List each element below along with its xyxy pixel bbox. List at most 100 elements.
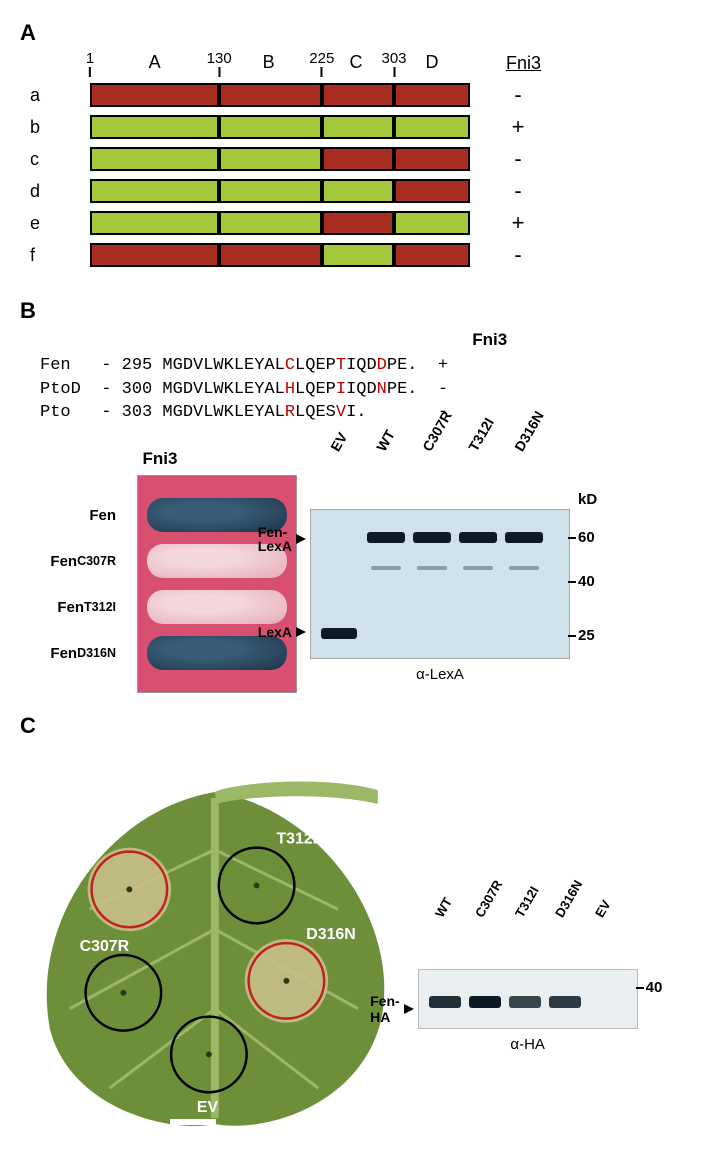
panel-b: B Fni3Fen - 295 MGDVLWKLEYALCLQEPTIQDDPE… [20,298,696,693]
infiltration-point [126,887,132,893]
kd-marker: 40 [646,979,663,996]
kd-marker: 25 [578,627,595,644]
panel-c-wrap: C FenT312IC307RD316NEV Fen-HA WTC307RT31… [20,713,696,1139]
tick-303: 303 [381,50,406,77]
panel-c: FenT312IC307RD316NEV Fen-HA WTC307RT312I… [20,779,696,1139]
segment [90,83,219,107]
row-label: c [20,149,60,170]
band-faint [463,566,493,570]
spot-label: T312I [276,831,317,848]
fni3-value: + [490,210,546,236]
western-blot-2: WTC307RT312ID316NEV [418,969,638,1029]
segment [322,211,394,235]
blot-arrow-label: Fen- LexA [258,525,306,553]
band-faint [371,566,401,570]
infiltration-point [254,883,260,889]
bar-row-e: e+ [20,210,696,236]
band [549,996,581,1008]
fni3-value: - [490,82,546,108]
western-blot-2-area: Fen-HA WTC307RT312ID316NEV 40 α-HA [418,919,696,1053]
lane-label: EV [592,898,614,921]
infiltration-point [206,1052,212,1058]
streak-label: FenD316N [20,630,116,676]
fni3-value: - [490,242,546,268]
kd-tick [568,581,576,583]
yeast-streak [147,590,287,624]
lane-label: D316N [552,878,585,921]
segment [219,179,322,203]
alignment-row-Pto: Pto - 303 MGDVLWKLEYALRLQESVI. - [40,401,696,425]
kd-marker: 60 [578,529,595,546]
bar [90,211,470,235]
panel-a-header: 1130225303ABCD Fni3 [90,50,696,76]
domain-label-B: B [263,52,275,73]
tick-1: 1 [86,50,94,77]
segment [322,83,394,107]
domain-ruler: 1130225303ABCD [90,50,470,76]
leaf-svg: FenT312IC307RD316NEV [20,779,408,1139]
kd-marker: 40 [578,573,595,590]
row-label: b [20,117,60,138]
panel-b-label: B [20,298,696,324]
segment [90,211,219,235]
panel-b-lower: Fni3 FenFenC307RFenT312IFenD316N Fen- Le… [20,449,696,693]
alignment-row-PtoD: PtoD - 300 MGDVLWKLEYALHLQEPIIQDNPE. - [40,378,696,402]
panel-a-label: A [20,20,696,46]
domain-label-D: D [426,52,439,73]
row-label: f [20,245,60,266]
segment [90,179,219,203]
segment [394,211,470,235]
alignment-row-Fen: Fen - 295 MGDVLWKLEYALCLQEPTIQDDPE. + [40,354,696,378]
wb2-antibody: α-HA [418,1036,638,1053]
domain-label-A: A [149,52,161,73]
plate-row-labels: FenFenC307RFenT312IFenD316N [20,492,130,676]
tick-130: 130 [207,50,232,77]
row-label: d [20,181,60,202]
row-label: a [20,85,60,106]
yeast-streak [147,636,287,670]
spot-label: Fen [78,835,106,852]
lane-label: WT [432,895,455,920]
bar [90,83,470,107]
band [367,532,405,543]
segment [394,83,470,107]
streak-label: FenC307R [20,538,116,584]
band-faint [509,566,539,570]
segment [90,147,219,171]
kd-marker: kD [578,491,597,508]
sequence-alignment: Fni3Fen - 295 MGDVLWKLEYALCLQEPTIQDDPE. … [40,328,696,425]
kd-tick [568,635,576,637]
streak-label: FenT312I [20,584,116,630]
lane-label: C307R [472,878,505,921]
bar [90,243,470,267]
band [509,996,541,1008]
band [413,532,451,543]
lane-label: T312I [512,884,542,920]
band [469,996,501,1008]
segment [90,115,219,139]
bar [90,179,470,203]
row-label: e [20,213,60,234]
band [505,532,543,543]
bar-row-b: b+ [20,114,696,140]
yeast-plate [137,475,297,693]
bar-row-a: a- [20,82,696,108]
alignment-header: Fni3 [40,328,696,354]
leaf-image: FenT312IC307RD316NEV [20,779,408,1139]
band-faint [417,566,447,570]
fni3-header: Fni3 [506,53,541,76]
domain-label-C: C [350,52,363,73]
scale-bar [170,1119,216,1125]
western-blot-1: EVWTC307RT312ID316N [310,509,570,659]
panel-c-label: C [20,713,696,739]
fni3-value: - [490,178,546,204]
band [429,996,461,1008]
spot-label: C307R [80,938,130,955]
western-blot-1-area: Fen- LexALexA EVWTC307RT312ID316N kD6040… [310,449,670,683]
band [459,532,497,543]
blot-arrow-label: Fen-HA [370,993,414,1025]
segment [322,179,394,203]
segment [219,243,322,267]
blot-arrow-label: LexA [258,625,306,639]
segment [394,115,470,139]
